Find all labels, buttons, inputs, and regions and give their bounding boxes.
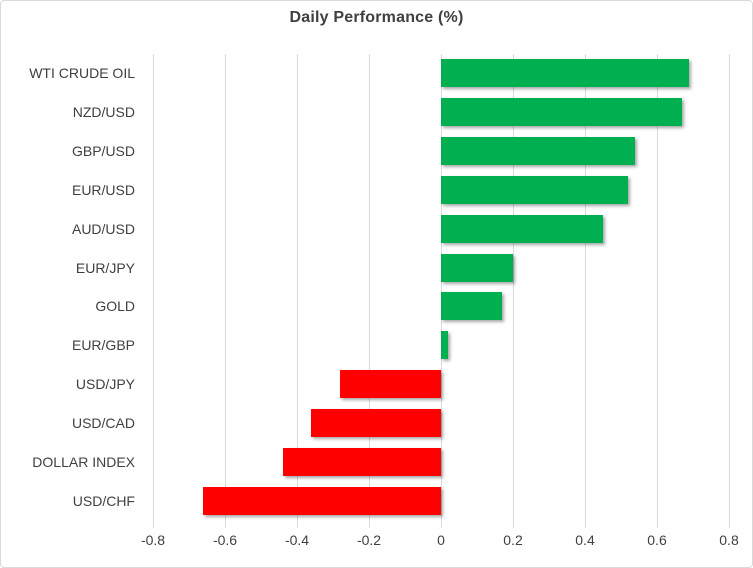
bar-row <box>153 248 729 287</box>
x-tick-label: 0.4 <box>575 532 595 548</box>
gridline <box>441 54 442 528</box>
bar-dollar-index <box>282 447 441 476</box>
category-label: AUD/USD <box>71 220 135 237</box>
category-label: USD/CAD <box>71 414 135 431</box>
bar-row <box>153 132 729 171</box>
gridline <box>369 54 370 528</box>
bar-row <box>153 287 729 326</box>
x-tick-label: -0.8 <box>140 532 166 548</box>
gridline <box>729 54 730 528</box>
gridline <box>225 54 226 528</box>
category-label: GOLD <box>95 298 135 315</box>
gridline <box>585 54 586 528</box>
bar-aud-usd <box>441 214 603 243</box>
bar-row <box>153 54 729 93</box>
category-label: NZD/USD <box>72 104 135 121</box>
category-label: USD/JPY <box>75 376 135 393</box>
category-labels: WTI CRUDE OIL NZD/USD GBP/USD EUR/USD AUD/US… <box>1 54 153 520</box>
category-label: EUR/USD <box>71 181 135 198</box>
x-tick-label: 0 <box>437 532 445 548</box>
bar-eur-gbp <box>441 331 449 360</box>
bar-row <box>153 403 729 442</box>
bar-usd-cad <box>311 408 441 437</box>
bar-row <box>153 481 729 520</box>
bar-usd-jpy <box>340 370 441 399</box>
category-label: GBP/USD <box>71 143 135 160</box>
category-label: WTI CRUDE OIL <box>29 65 135 82</box>
category-label: DOLLAR INDEX <box>32 453 135 470</box>
x-tick-label: 0.6 <box>647 532 667 548</box>
bar-row <box>153 442 729 481</box>
bar-eur-jpy <box>441 253 513 282</box>
gridline <box>297 54 298 528</box>
bar-gold <box>441 292 503 321</box>
bar-nzd-usd <box>441 98 683 127</box>
x-tick-label: 0.8 <box>719 532 739 548</box>
bar-row <box>153 326 729 365</box>
gridline <box>513 54 514 528</box>
category-label: EUR/GBP <box>71 337 135 354</box>
x-tick-label: -0.2 <box>356 532 382 548</box>
bar-usd-chf <box>203 486 441 515</box>
chart-title: Daily Performance (%) <box>289 9 464 26</box>
bar-wti-crude-oil <box>441 59 690 88</box>
category-label: EUR/JPY <box>75 259 135 276</box>
x-tick-label: -0.4 <box>284 532 310 548</box>
bar-row <box>153 209 729 248</box>
gridline <box>657 54 658 528</box>
bar-gbp-usd <box>441 137 636 166</box>
bar-row <box>153 170 729 209</box>
x-tick-label: -0.6 <box>212 532 238 548</box>
x-tick-label: 0.2 <box>503 532 523 548</box>
bar-row <box>153 93 729 132</box>
plot-area <box>153 54 730 528</box>
category-label: USD/CHF <box>72 492 135 509</box>
gridline <box>153 54 154 528</box>
bar-eur-usd <box>441 175 629 204</box>
x-axis: -0.8 -0.6 -0.4 -0.2 0 0.2 0.4 0.6 0.8 <box>141 532 739 554</box>
bar-row <box>153 365 729 404</box>
